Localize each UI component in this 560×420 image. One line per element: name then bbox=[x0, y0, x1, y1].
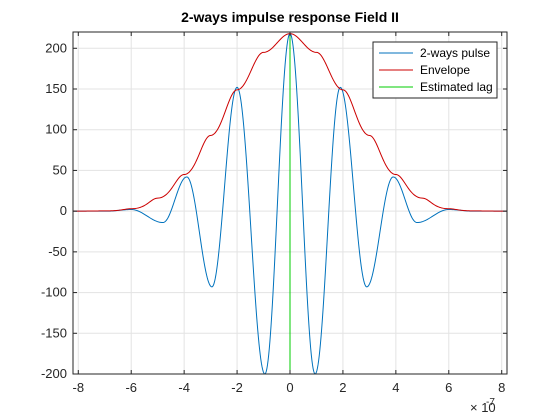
legend-label-1: Envelope bbox=[420, 63, 470, 77]
axis-ticks: -8 -6 -4 -2 0 2 4 6 8 -200 -150 -100 -50 0 50 100 150 200 bbox=[41, 32, 507, 395]
y-tick-label: -200 bbox=[41, 366, 67, 381]
x-tick-label: -4 bbox=[178, 380, 190, 395]
x-tick-label: -6 bbox=[125, 380, 137, 395]
x-exponent-base: × 10 bbox=[470, 400, 496, 415]
x-tick-label: 8 bbox=[498, 380, 505, 395]
chart-title: 2-ways impulse response Field II bbox=[181, 9, 399, 25]
legend-label-2: Estimated lag bbox=[420, 80, 493, 94]
y-tick-label: 0 bbox=[60, 203, 67, 218]
y-tick-label: 200 bbox=[45, 40, 67, 55]
y-tick-label: -150 bbox=[41, 325, 67, 340]
x-tick-label: 6 bbox=[445, 380, 452, 395]
x-tick-label: -8 bbox=[73, 380, 85, 395]
x-tick-label: 0 bbox=[286, 380, 293, 395]
y-tick-label: 100 bbox=[45, 122, 67, 137]
y-tick-label: 150 bbox=[45, 81, 67, 96]
y-tick-label: -100 bbox=[41, 285, 67, 300]
x-tick-label: 4 bbox=[392, 380, 399, 395]
y-tick-label: 50 bbox=[53, 162, 67, 177]
x-tick-label: 2 bbox=[339, 380, 346, 395]
x-tick-label: -2 bbox=[231, 380, 243, 395]
legend-label-0: 2-ways pulse bbox=[420, 46, 490, 60]
y-tick-label: -50 bbox=[48, 244, 67, 259]
x-exponent-power: -7 bbox=[486, 397, 495, 408]
x-axis-exponent: × 10 -7 bbox=[470, 397, 496, 415]
legend[interactable]: 2-ways pulse Envelope Estimated lag bbox=[372, 41, 498, 99]
